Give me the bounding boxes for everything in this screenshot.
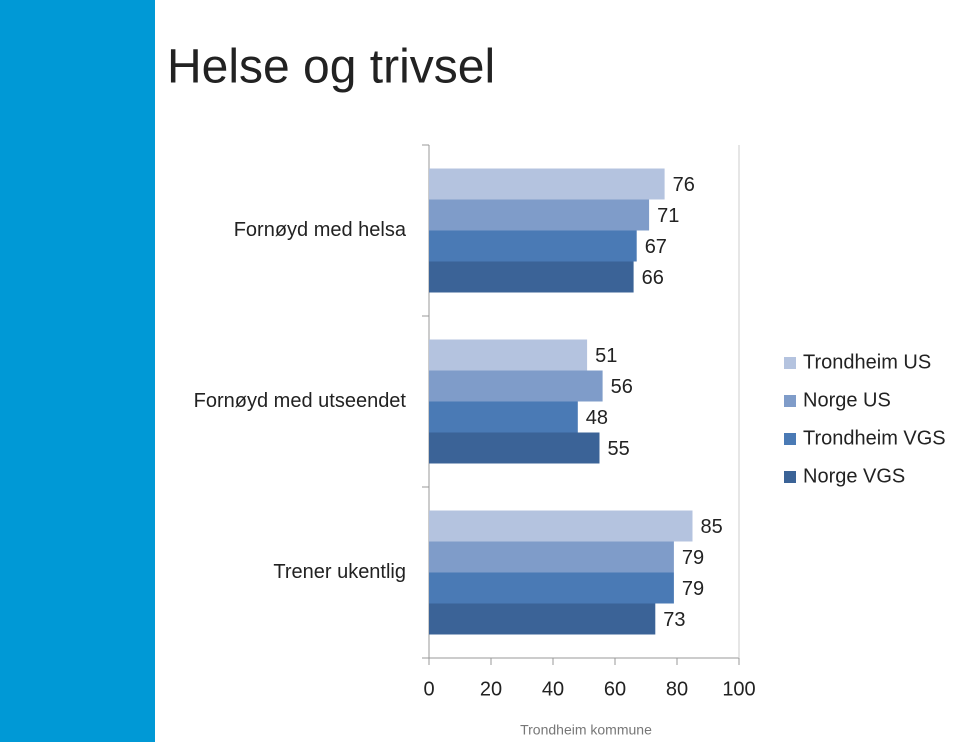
value-label: 51 (595, 345, 617, 367)
legend-swatch (784, 357, 796, 369)
legend-label: Trondheim VGS (803, 427, 946, 449)
bar (429, 168, 665, 200)
bar (429, 572, 674, 604)
bar (429, 401, 578, 433)
value-label: 85 (701, 516, 723, 538)
bar (429, 261, 634, 293)
legend-swatch (784, 395, 796, 407)
legend-swatch (784, 433, 796, 445)
value-label: 76 (673, 174, 695, 196)
bar (429, 603, 656, 635)
value-label: 67 (645, 236, 667, 258)
side-band (0, 0, 155, 742)
value-label: 55 (608, 438, 630, 460)
legend-swatch (784, 471, 796, 483)
value-label: 79 (682, 547, 704, 569)
y-tick-label: Fornøyd med utseendet (194, 390, 407, 412)
value-label: 71 (657, 205, 679, 227)
bar (429, 541, 674, 573)
x-tick-label: 60 (604, 678, 626, 700)
bar (429, 510, 693, 542)
bar (429, 199, 650, 231)
legend-label: Norge US (803, 389, 891, 411)
value-label: 73 (663, 609, 685, 631)
x-tick-label: 20 (480, 678, 502, 700)
footer: Trondheim kommune (520, 722, 652, 738)
bar (429, 339, 588, 371)
x-tick-label: 0 (423, 678, 434, 700)
legend-label: Trondheim US (803, 351, 931, 373)
value-label: 56 (611, 376, 633, 398)
y-tick-label: Fornøyd med helsa (234, 219, 407, 241)
chart-title: Helse og trivsel (167, 41, 495, 94)
y-tick-label: Trener ukentlig (273, 561, 406, 583)
x-tick-label: 80 (666, 678, 688, 700)
bar (429, 432, 600, 464)
x-tick-label: 40 (542, 678, 564, 700)
value-label: 48 (586, 407, 608, 429)
value-label: 79 (682, 578, 704, 600)
x-tick-label: 100 (722, 678, 755, 700)
legend-label: Norge VGS (803, 465, 905, 487)
bar (429, 370, 603, 402)
value-label: 66 (642, 267, 664, 289)
bar (429, 230, 637, 262)
